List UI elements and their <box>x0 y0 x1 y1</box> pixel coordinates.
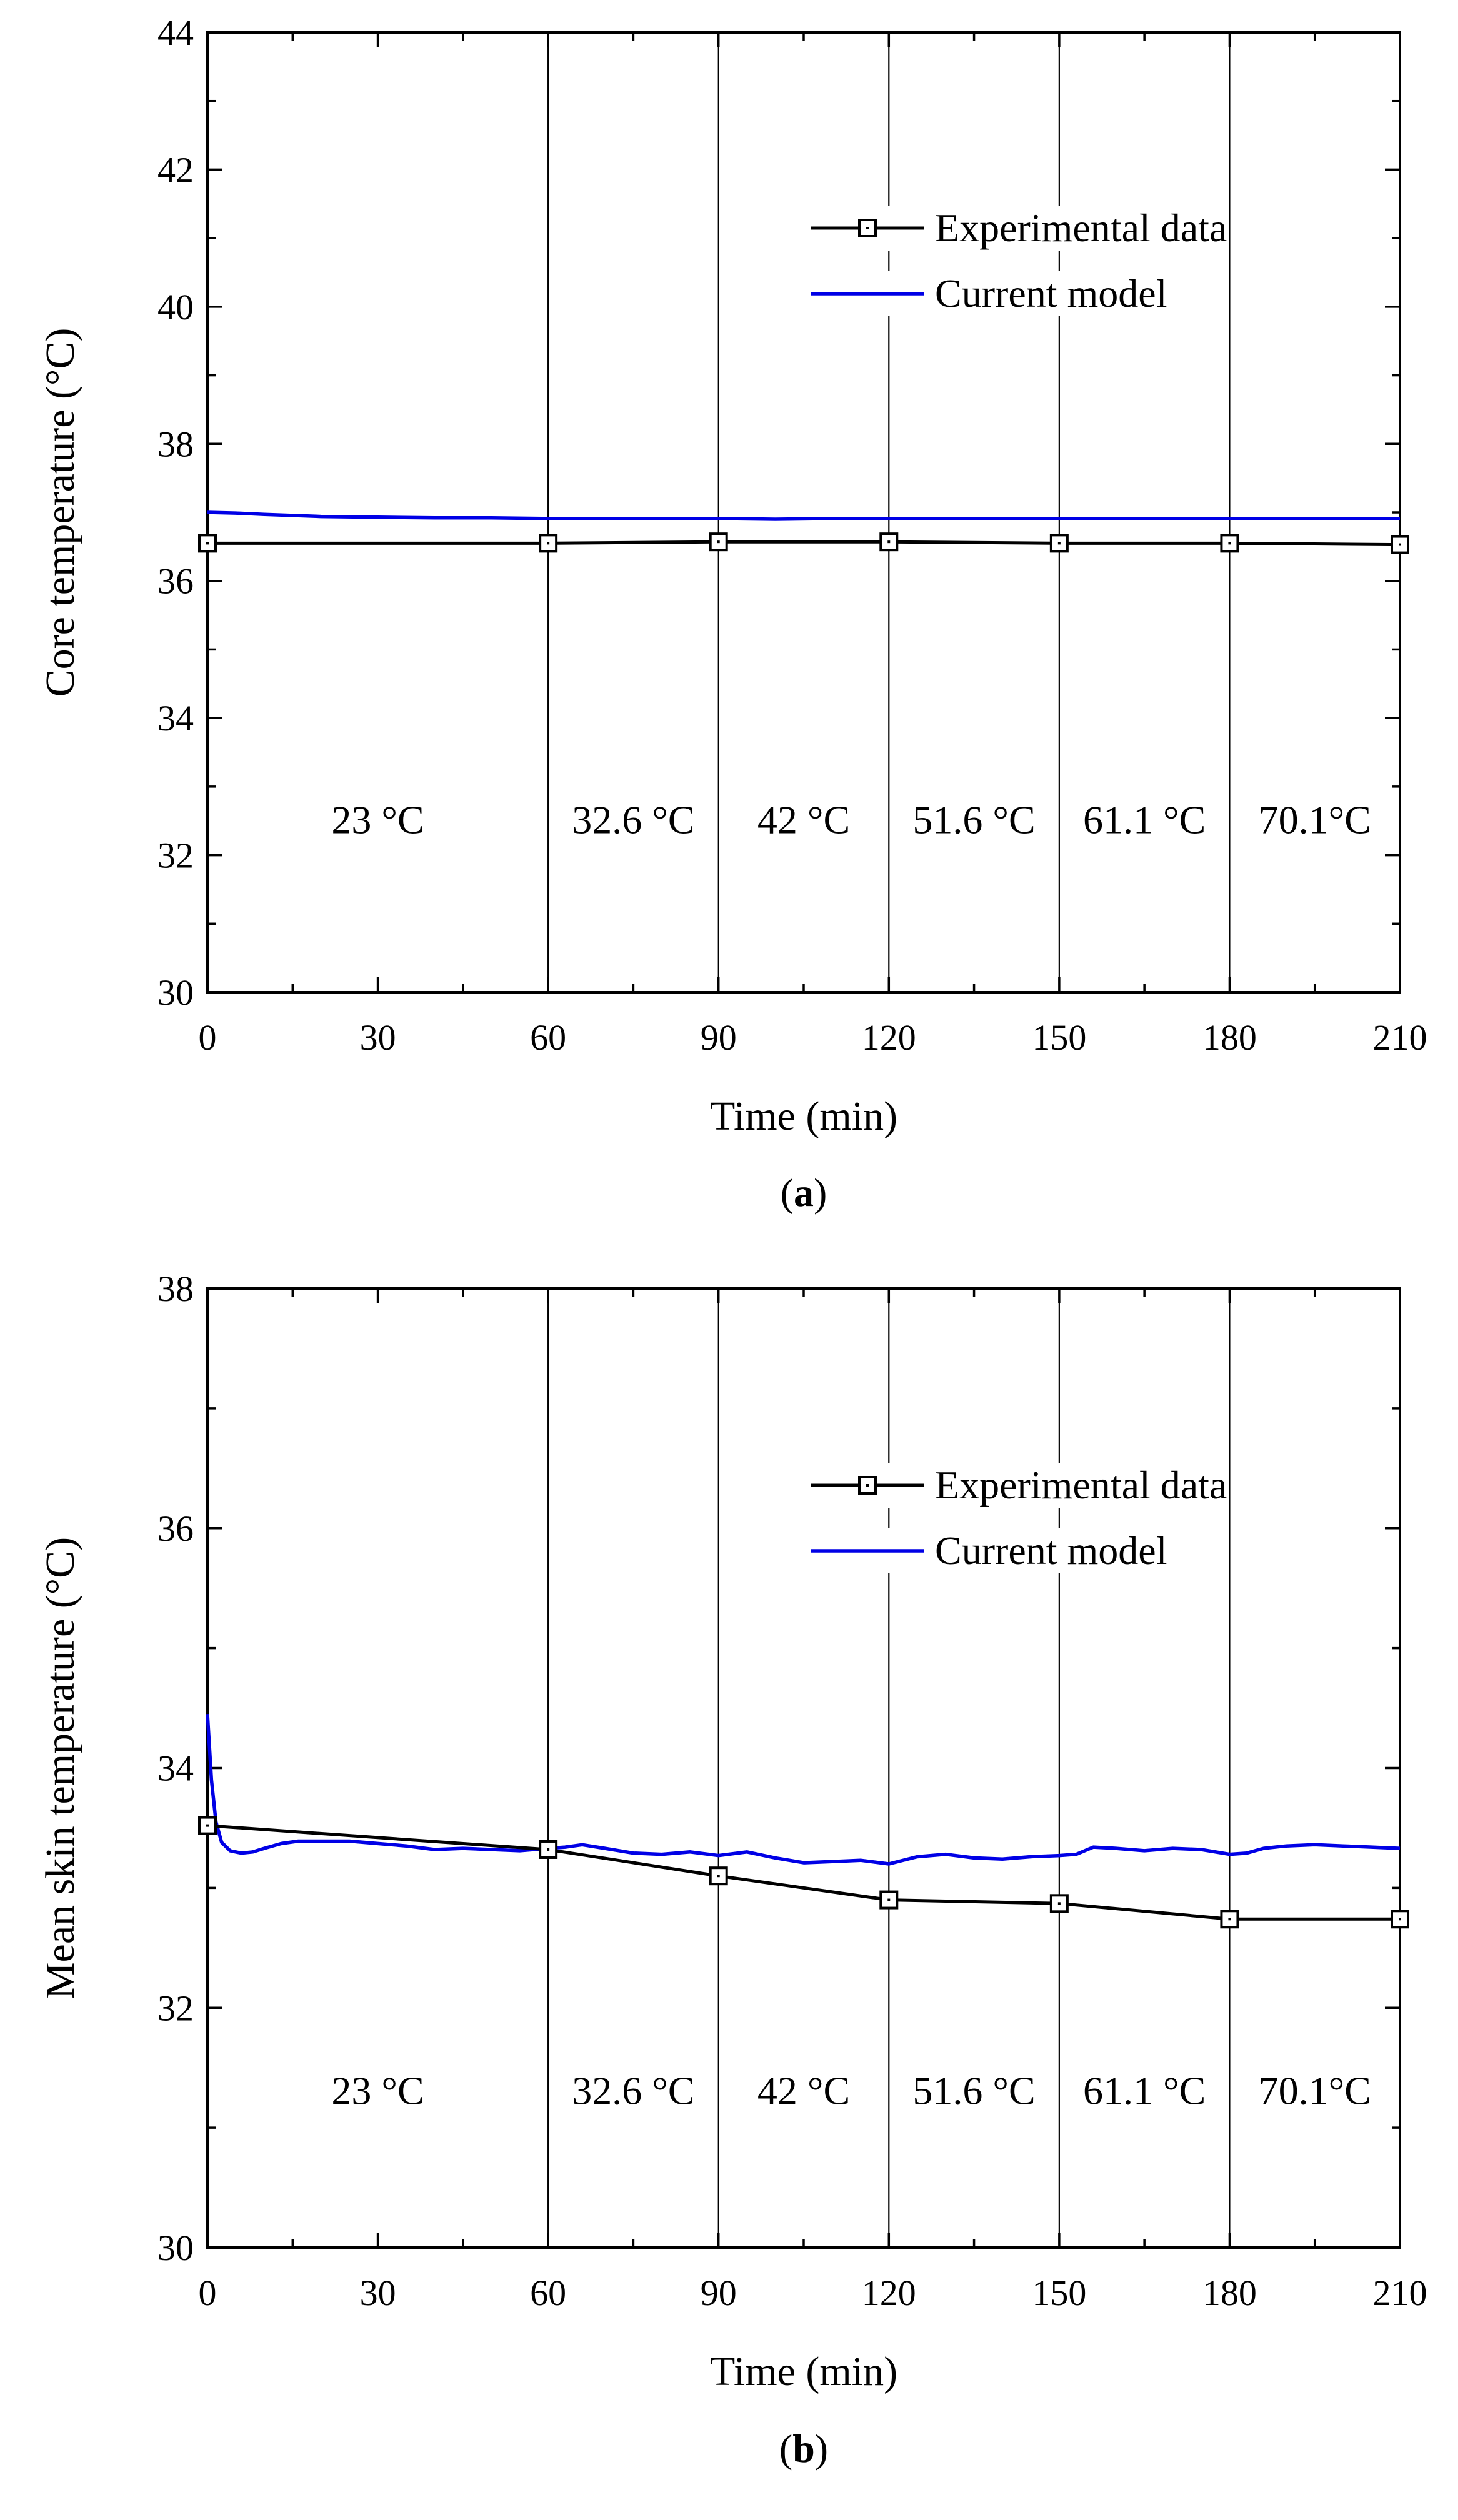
y-tick-label: 40 <box>157 287 194 327</box>
phase-temperature-label: 32.6 °C <box>572 2069 694 2113</box>
x-tick-label: 60 <box>530 1017 566 1058</box>
legend-swatch-marker <box>858 219 877 237</box>
plot-frame <box>206 31 1401 994</box>
x-tick-label: 210 <box>1373 2273 1427 2313</box>
x-tick-label: 90 <box>701 1017 737 1058</box>
x-tick-label: 150 <box>1032 1017 1086 1058</box>
legend-entry-label: Current model <box>935 1528 1167 1573</box>
experimental-data-marker-dot <box>1228 542 1231 545</box>
x-tick-label: 30 <box>360 2273 396 2313</box>
x-tick-label: 0 <box>199 1017 217 1058</box>
legend: Experimental data Current model <box>806 206 1227 316</box>
phase-temperature-label: 51.6 °C <box>912 2069 1035 2113</box>
current-model-line <box>207 510 1400 521</box>
phase-temperature-label: 61.1 °C <box>1083 798 1206 842</box>
phase-temperature-label: 32.6 °C <box>572 798 694 842</box>
y-tick-label: 44 <box>157 12 194 53</box>
legend-entry-label: Current model <box>935 271 1167 316</box>
current-model-line <box>206 1714 1401 1866</box>
panel-label-letter: a <box>794 1170 814 1215</box>
x-tick-label: 120 <box>862 1017 916 1058</box>
y-tick-label: 36 <box>157 561 194 602</box>
legend-swatch-marker-dot <box>866 227 869 229</box>
phase-temperature-label: 51.6 °C <box>912 798 1035 842</box>
x-tick-label: 60 <box>530 2273 566 2313</box>
x-axis-title: Time (min) <box>710 1093 897 1139</box>
experimental-data-line <box>207 1824 1400 1921</box>
panel-label-close-paren: ) <box>814 1170 827 1215</box>
experimental-data-marker-dot <box>206 542 209 545</box>
y-axis-title: Mean skin temperature (°C) <box>37 1537 83 1999</box>
panel-label-open-paren: ( <box>781 1170 794 1215</box>
x-tick-label: 210 <box>1373 1017 1427 1058</box>
legend: Experimental data Current model <box>806 1463 1227 1573</box>
y-tick-label: 32 <box>157 835 194 876</box>
experimental-data-marker-dot <box>547 542 550 545</box>
experimental-data-marker-dot <box>717 540 720 544</box>
phase-temperature-label: 42 °C <box>757 2069 850 2113</box>
x-tick-label: 90 <box>701 2273 737 2313</box>
y-tick-label: 30 <box>157 972 194 1013</box>
phase-temperature-label: 61.1 °C <box>1083 2069 1206 2113</box>
y-tick-label: 38 <box>157 424 194 464</box>
experimental-data-marker-dot <box>1399 543 1401 546</box>
experimental-data-marker <box>879 532 899 552</box>
panel-label: (a) <box>781 1170 827 1215</box>
legend-swatch-marker-dot <box>866 1484 869 1487</box>
x-tick-label: 150 <box>1032 2273 1086 2313</box>
phase-temperature-label: 23 °C <box>331 2069 424 2113</box>
x-tick-label: 180 <box>1202 1017 1257 1058</box>
y-tick-label: 42 <box>157 149 194 190</box>
panel-label: (b) <box>779 2426 828 2471</box>
legend-entry-label: Experimental data <box>935 206 1227 250</box>
phase-temperature-label: 70.1°C <box>1259 798 1371 842</box>
panel-label-letter: b <box>792 2426 815 2471</box>
x-tick-label: 120 <box>862 2273 916 2313</box>
experimental-data-marker-dot <box>717 1875 720 1878</box>
phase-temperature-label: 23 °C <box>331 798 424 842</box>
experimental-data-marker-dot <box>206 1824 209 1827</box>
x-tick-label: 0 <box>199 2273 217 2313</box>
experimental-data-marker-dot <box>1057 542 1061 545</box>
y-tick-label: 30 <box>157 2228 194 2268</box>
y-tick-label: 32 <box>157 1988 194 2028</box>
experimental-data-marker-dot <box>1228 1918 1231 1921</box>
legend-entry-label: Experimental data <box>935 1463 1227 1507</box>
y-tick-label: 34 <box>157 698 194 739</box>
experimental-data-marker-dot <box>1399 1918 1401 1921</box>
phase-temperature-label: 70.1°C <box>1259 2069 1371 2113</box>
panel-label-open-paren: ( <box>779 2426 792 2471</box>
experimental-data-marker-dot <box>887 1898 891 1901</box>
x-tick-label: 30 <box>360 1017 396 1058</box>
phase-temperature-label: 42 °C <box>757 798 850 842</box>
x-tick-label: 180 <box>1202 2273 1257 2313</box>
y-tick-label: 38 <box>157 1268 194 1309</box>
y-tick-label: 34 <box>157 1748 194 1789</box>
panel-label-close-paren: ) <box>815 2426 828 2471</box>
experimental-data-marker-dot <box>1057 1902 1061 1905</box>
experimental-data-marker-dot <box>887 540 891 544</box>
chart-panel-a: 0 30 60 90 120 150 180 2103032343638404244Time … <box>37 12 1427 1215</box>
x-axis-title: Time (min) <box>710 2349 897 2394</box>
experimental-data-marker <box>198 534 217 553</box>
y-axis-title: Core temperature (°C) <box>37 328 83 697</box>
experimental-data-marker-dot <box>547 1848 550 1851</box>
experimental-data-marker <box>709 532 728 552</box>
y-tick-label: 36 <box>157 1508 194 1549</box>
